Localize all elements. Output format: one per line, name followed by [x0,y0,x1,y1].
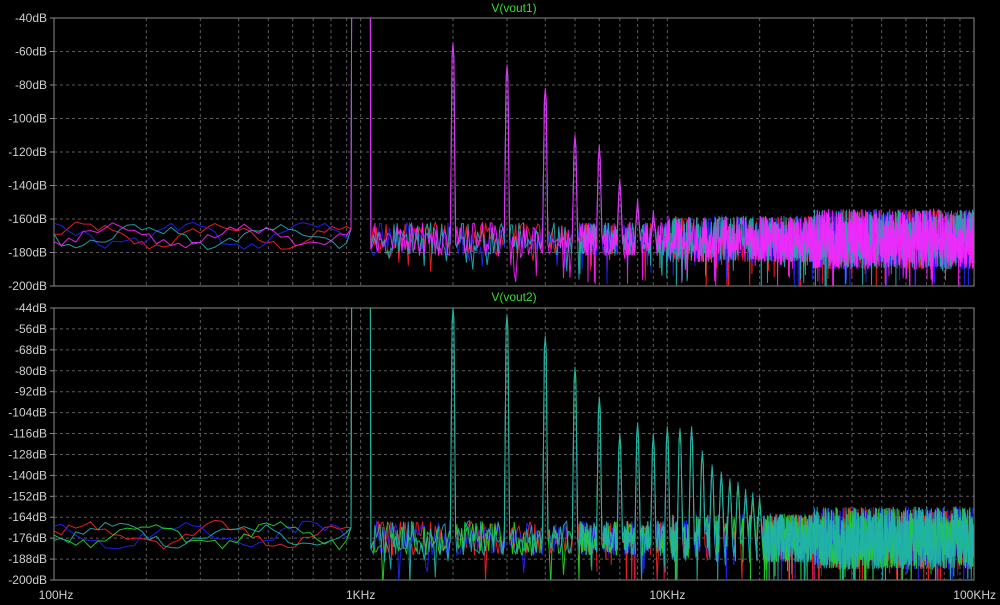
y-tick-label: -60dB [15,45,47,59]
series-line-4 [54,308,974,580]
y-tick-label: -180dB [8,246,47,260]
y-tick-label: -152dB [8,489,47,503]
series-group [54,18,974,286]
y-tick-label: -164dB [8,510,47,524]
x-tick-label: 1KHz [346,588,375,602]
series-line-4 [54,18,974,286]
y-tick-label: -80dB [15,364,47,378]
y-tick-label: -176dB [8,531,47,545]
pane-2: -44dB -56dB -68dB -80dB -92dB -104dB -116dB -12… [8,290,975,587]
pane-title: V(vout1) [491,1,536,15]
y-tick-label: -56dB [15,322,47,336]
x-tick-label: 100Hz [39,588,74,602]
y-tick-label: -100dB [8,112,47,126]
y-tick-label: -44dB [15,301,47,315]
y-tick-label: -128dB [8,447,47,461]
plot-frame [53,307,975,581]
y-tick-label: -80dB [15,78,47,92]
y-tick-label: -200dB [8,573,47,587]
y-tick-label: -160dB [8,212,47,226]
y-tick-label: -68dB [15,343,47,357]
pane-1: -40dB -60dB -80dB -100dB -120dB -140dB -160dB -… [8,1,975,293]
y-tick-label: -120dB [8,145,47,159]
y-tick-label: -92dB [15,385,47,399]
y-tick-label: -200dB [8,279,47,293]
pane-title: V(vout2) [491,290,536,304]
plot-frame [53,17,975,287]
y-tick-label: -104dB [8,406,47,420]
y-tick-label: -40dB [15,11,47,25]
x-tick-label: 100KHz [953,588,996,602]
y-tick-label: -188dB [8,552,47,566]
y-tick-label: -140dB [8,468,47,482]
x-tick-label: 10KHz [649,588,685,602]
y-tick-label: -140dB [8,179,47,193]
series-group [54,308,974,580]
y-tick-label: -116dB [9,427,47,441]
